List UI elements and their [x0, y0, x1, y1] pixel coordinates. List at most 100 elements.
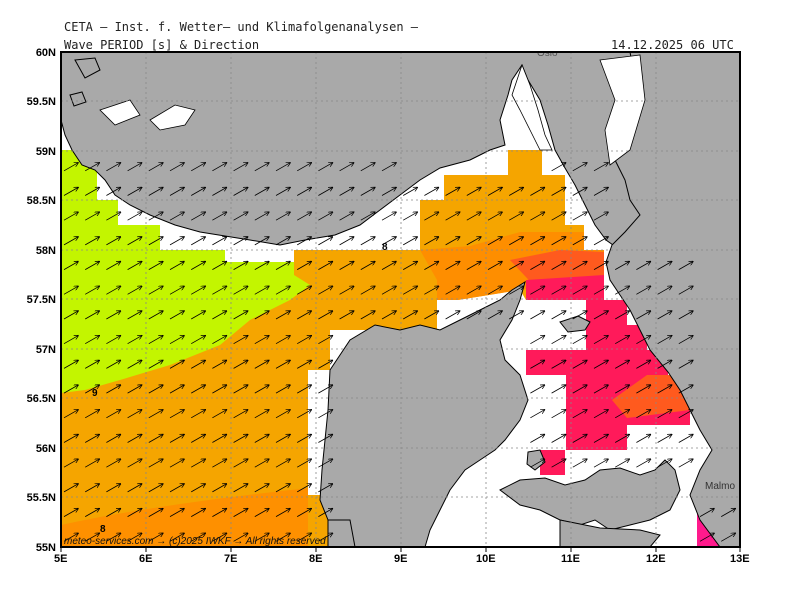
- direction-arrow: [551, 286, 566, 295]
- contour-label-9: 9: [92, 388, 98, 399]
- direction-arrow: [85, 286, 99, 295]
- direction-arrow: [127, 360, 142, 369]
- direction-arrow: [275, 459, 290, 468]
- direction-arrow: [381, 188, 396, 196]
- direction-arrow: [551, 459, 566, 468]
- direction-arrow: [699, 533, 714, 542]
- direction-arrow: [593, 385, 608, 394]
- direction-arrow: [169, 509, 184, 517]
- direction-arrow: [424, 286, 438, 295]
- direction-arrow: [593, 188, 608, 196]
- direction-arrow: [254, 212, 269, 221]
- direction-arrow: [445, 188, 460, 196]
- direction-arrow: [212, 533, 226, 542]
- direction-arrow: [318, 410, 332, 419]
- direction-arrow: [85, 509, 99, 517]
- direction-arrow: [339, 286, 354, 295]
- direction-arrow: [275, 360, 290, 369]
- direction-arrow: [85, 385, 99, 394]
- direction-arrow: [212, 385, 226, 394]
- direction-arrow: [678, 286, 693, 295]
- direction-arrow: [233, 188, 248, 196]
- direction-arrow: [593, 459, 608, 468]
- direction-arrow: [381, 311, 396, 320]
- island-w1: [74, 57, 101, 79]
- direction-arrow: [127, 385, 142, 394]
- direction-arrow: [106, 237, 120, 246]
- sea-gap-2: [526, 375, 566, 450]
- direction-arrow: [212, 509, 226, 517]
- direction-arrow: [615, 336, 629, 345]
- direction-arrow: [509, 237, 523, 246]
- direction-arrow: [212, 311, 226, 320]
- lon-label: 10E: [476, 553, 496, 565]
- direction-arrow: [212, 459, 226, 468]
- direction-arrow: [530, 237, 544, 246]
- direction-arrow: [657, 360, 672, 369]
- direction-arrow: [191, 286, 205, 295]
- direction-arrow: [403, 311, 417, 320]
- direction-arrow: [254, 311, 269, 320]
- lat-label: 60N: [36, 47, 56, 59]
- direction-arrow: [297, 188, 311, 196]
- direction-arrow: [191, 188, 205, 196]
- direction-arrow: [487, 311, 502, 320]
- direction-arrow: [191, 435, 205, 443]
- direction-arrow: [678, 262, 693, 270]
- direction-arrow: [148, 459, 163, 468]
- direction-arrow: [318, 484, 332, 493]
- direction-arrow: [275, 286, 290, 295]
- direction-arrow: [572, 163, 587, 172]
- direction-arrow: [85, 360, 99, 369]
- direction-arrow: [318, 533, 332, 542]
- lon-label: 7E: [224, 553, 237, 565]
- direction-arrow: [636, 410, 650, 419]
- lake-vanern: [599, 54, 646, 166]
- direction-arrow: [169, 212, 184, 221]
- direction-arrow: [318, 262, 332, 270]
- direction-arrow: [615, 262, 629, 270]
- direction-arrow: [572, 188, 587, 196]
- direction-arrow: [191, 360, 205, 369]
- direction-arrow: [254, 188, 269, 196]
- direction-arrow: [551, 188, 566, 196]
- direction-arrow: [85, 212, 99, 221]
- direction-arrow: [530, 336, 544, 345]
- land-germany: [327, 519, 356, 547]
- direction-arrow: [318, 509, 332, 517]
- direction-arrow: [212, 262, 226, 270]
- direction-arrow: [212, 163, 226, 172]
- direction-arrow: [275, 262, 290, 270]
- direction-arrow: [191, 237, 205, 246]
- direction-arrow: [424, 188, 438, 196]
- land-lolland: [559, 519, 661, 547]
- direction-arrow: [85, 435, 99, 443]
- direction-arrow: [63, 188, 78, 196]
- direction-arrow: [699, 509, 714, 517]
- island-laeso: [559, 315, 591, 333]
- lon-label: 8E: [309, 553, 322, 565]
- direction-arrow: [318, 336, 332, 345]
- direction-arrow: [318, 385, 332, 394]
- direction-arrow: [318, 435, 332, 443]
- lat-label: 56N: [36, 443, 56, 455]
- direction-arrow: [212, 212, 226, 221]
- direction-arrow: [636, 311, 650, 320]
- direction-arrow: [106, 484, 120, 493]
- direction-arrow: [148, 385, 163, 394]
- direction-arrow: [530, 360, 544, 369]
- direction-arrow: [487, 262, 502, 270]
- lat-label: 55N: [36, 542, 56, 554]
- direction-arrow: [297, 360, 311, 369]
- water-inlets: [99, 54, 646, 166]
- direction-arrow: [275, 237, 290, 246]
- direction-arrow: [339, 188, 354, 196]
- direction-arrow: [191, 262, 205, 270]
- lon-label: 13E: [730, 553, 750, 565]
- direction-arrow: [254, 484, 269, 493]
- direction-arrow: [487, 188, 502, 196]
- direction-arrow: [85, 237, 99, 246]
- direction-arrow: [106, 188, 120, 196]
- direction-arrow: [191, 385, 205, 394]
- direction-arrow: [169, 311, 184, 320]
